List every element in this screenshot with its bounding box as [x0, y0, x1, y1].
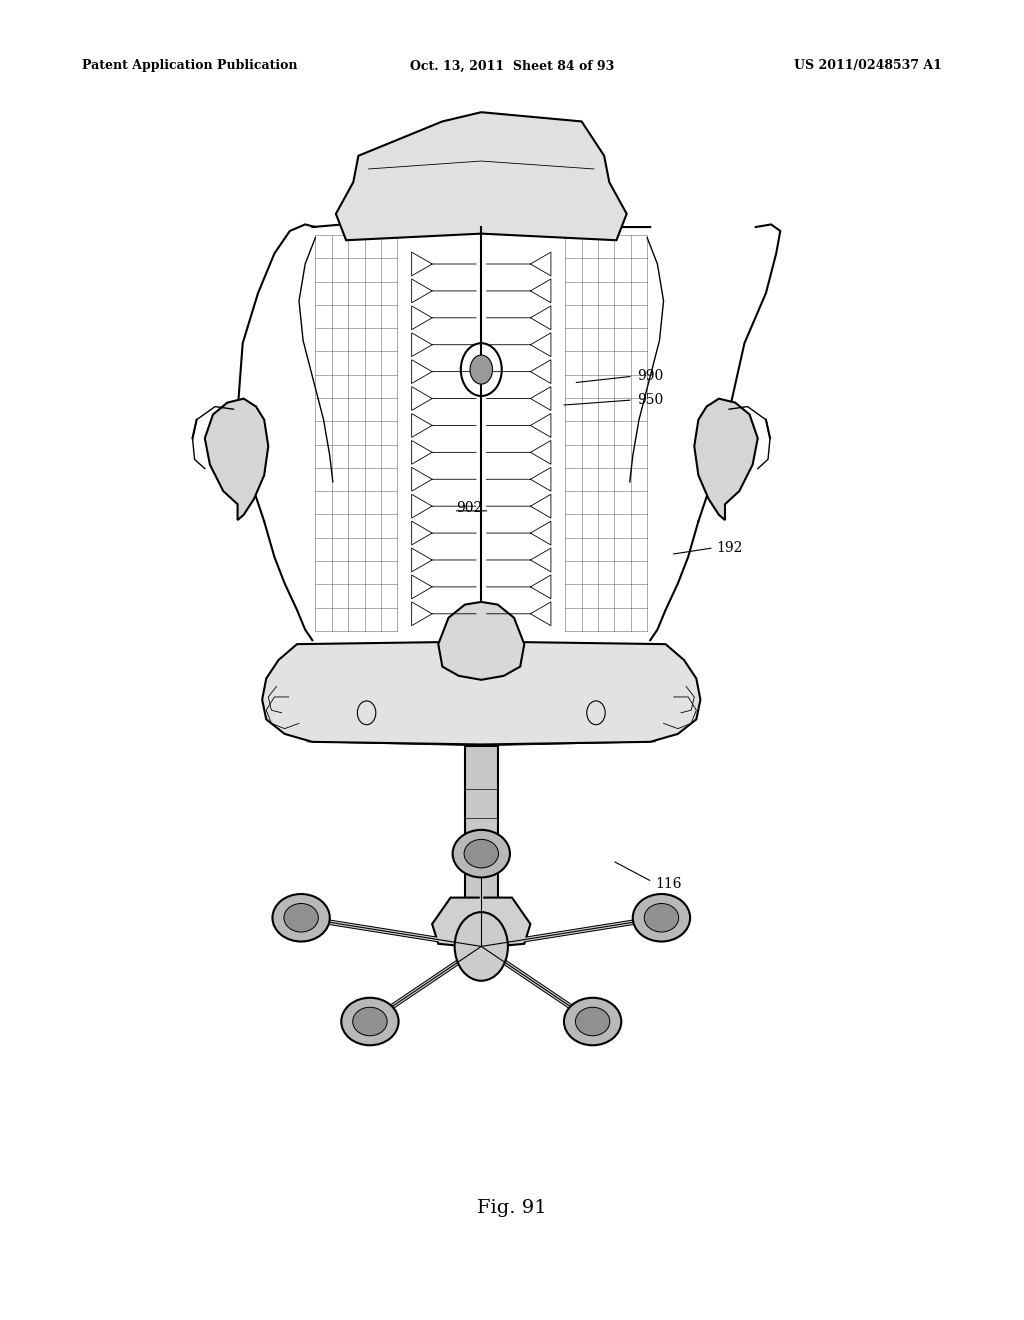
Circle shape	[455, 912, 508, 981]
Text: US 2011/0248537 A1: US 2011/0248537 A1	[795, 59, 942, 73]
Ellipse shape	[284, 903, 318, 932]
Text: 950: 950	[637, 393, 664, 407]
Polygon shape	[262, 642, 700, 744]
Text: 192: 192	[717, 541, 743, 554]
Ellipse shape	[464, 840, 499, 869]
Text: 990: 990	[637, 370, 664, 383]
Ellipse shape	[341, 998, 398, 1045]
Polygon shape	[205, 399, 268, 520]
Text: Fig. 91: Fig. 91	[477, 1199, 547, 1217]
Polygon shape	[438, 602, 524, 680]
Polygon shape	[432, 898, 530, 948]
Text: Oct. 13, 2011  Sheet 84 of 93: Oct. 13, 2011 Sheet 84 of 93	[410, 59, 614, 73]
Ellipse shape	[564, 998, 622, 1045]
Bar	[465, 746, 498, 898]
Polygon shape	[694, 399, 758, 520]
Ellipse shape	[575, 1007, 610, 1036]
Ellipse shape	[644, 903, 679, 932]
Ellipse shape	[272, 894, 330, 941]
Text: 902: 902	[456, 502, 482, 515]
Polygon shape	[336, 112, 627, 240]
Text: Patent Application Publication: Patent Application Publication	[82, 59, 297, 73]
Ellipse shape	[352, 1007, 387, 1036]
Ellipse shape	[633, 894, 690, 941]
Text: 116: 116	[655, 878, 682, 891]
Circle shape	[470, 355, 493, 384]
Ellipse shape	[453, 830, 510, 878]
